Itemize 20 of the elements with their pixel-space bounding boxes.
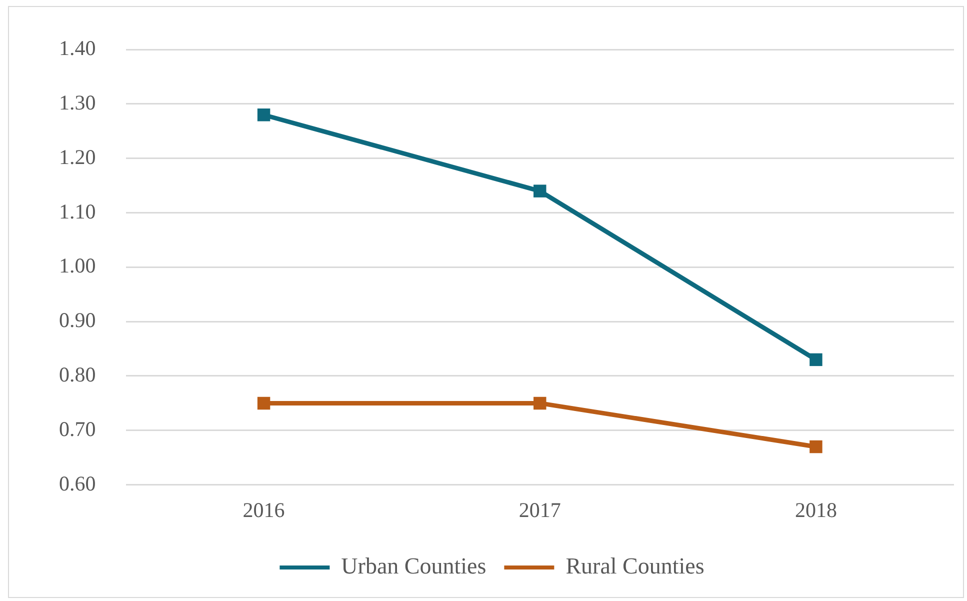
point <box>534 184 546 198</box>
x-tick-label: 2017 <box>518 498 561 522</box>
x-tick-label: 2018 <box>794 498 837 522</box>
y-tick-label: 1.20 <box>59 144 96 169</box>
y-tick-label: 1.40 <box>59 36 96 60</box>
y-tick-label: 0.90 <box>59 308 96 332</box>
legend-label: Urban Counties <box>341 554 486 579</box>
point <box>534 396 546 410</box>
point <box>810 440 822 454</box>
y-tick-label: 1.30 <box>59 90 96 115</box>
point <box>810 353 822 366</box>
y-tick-label: 0.60 <box>59 471 96 496</box>
legend-label: Rural Counties <box>566 554 704 579</box>
point <box>257 396 270 410</box>
y-tick-label: 1.10 <box>59 199 96 224</box>
point <box>257 108 270 122</box>
x-tick-label: 2016 <box>242 498 285 522</box>
y-tick-label: 1.00 <box>59 254 96 278</box>
y-tick-label: 0.70 <box>59 416 96 441</box>
y-tick-label: 0.80 <box>59 362 96 387</box>
